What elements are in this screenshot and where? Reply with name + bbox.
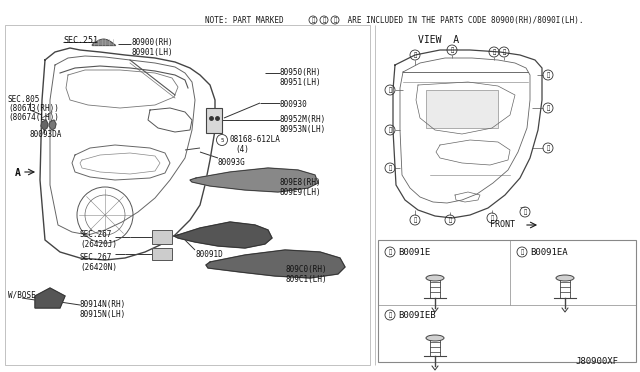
Polygon shape	[174, 222, 272, 248]
Ellipse shape	[426, 335, 444, 341]
Text: J80900XF: J80900XF	[575, 357, 618, 366]
Text: 80093DA: 80093DA	[30, 130, 62, 139]
Text: 80950(RH): 80950(RH)	[280, 68, 322, 77]
Polygon shape	[41, 120, 48, 130]
Polygon shape	[190, 168, 318, 192]
Bar	[152, 230, 172, 244]
Text: VIEW  A: VIEW A	[418, 35, 459, 45]
Ellipse shape	[426, 275, 444, 281]
Text: ⓐ: ⓐ	[449, 217, 452, 223]
Text: ⓐ: ⓐ	[312, 17, 315, 23]
Text: ⓐ: ⓐ	[388, 87, 392, 93]
Text: ARE INCLUDED IN THE PARTS CODE 80900(RH)/8090I(LH).: ARE INCLUDED IN THE PARTS CODE 80900(RH)…	[343, 16, 584, 25]
Text: 80093G: 80093G	[218, 158, 246, 167]
Text: ⓐ: ⓐ	[502, 49, 506, 55]
Text: 809E8(RH): 809E8(RH)	[280, 178, 322, 187]
Text: SEC.267: SEC.267	[80, 253, 113, 262]
Text: 80915N(LH): 80915N(LH)	[80, 310, 126, 319]
Text: (80674(LH)): (80674(LH))	[8, 113, 59, 122]
Text: 5: 5	[220, 138, 224, 142]
Text: 80900(RH): 80900(RH)	[131, 38, 173, 47]
Text: ⓐ: ⓐ	[388, 165, 392, 171]
Text: 800930: 800930	[280, 100, 308, 109]
Text: 80091D: 80091D	[195, 250, 223, 259]
Bar	[152, 248, 172, 260]
Text: SEC.267: SEC.267	[80, 230, 113, 239]
Text: ⓑ: ⓑ	[323, 17, 326, 23]
Text: ⓐ: ⓐ	[388, 249, 392, 255]
Text: ⓐ: ⓐ	[490, 215, 493, 221]
Text: FRONT: FRONT	[490, 220, 515, 229]
Text: (4): (4)	[235, 145, 249, 154]
Text: 80953N(LH): 80953N(LH)	[280, 125, 326, 134]
Text: (26420N): (26420N)	[80, 263, 117, 272]
Text: 80951(LH): 80951(LH)	[280, 78, 322, 87]
Polygon shape	[49, 120, 56, 130]
Text: 80952M(RH): 80952M(RH)	[280, 115, 326, 124]
Text: ⓒ: ⓒ	[388, 312, 392, 318]
Text: ⓑ: ⓑ	[520, 249, 524, 255]
Text: ⓐ: ⓐ	[413, 217, 417, 223]
Text: ⓒ: ⓒ	[413, 52, 417, 58]
Text: (80673(RH)): (80673(RH))	[8, 104, 59, 113]
Bar	[426, 90, 498, 128]
Text: NOTE: PART MARKED: NOTE: PART MARKED	[205, 16, 284, 25]
Text: B009IEB: B009IEB	[398, 311, 436, 320]
Text: 809C1(LH): 809C1(LH)	[285, 275, 326, 284]
Text: SEC.251: SEC.251	[63, 36, 98, 45]
Text: SEC.805: SEC.805	[8, 95, 40, 104]
Text: 08168-612LA: 08168-612LA	[230, 135, 281, 144]
Text: B0091E: B0091E	[398, 248, 430, 257]
Text: ⓑ: ⓑ	[492, 49, 495, 55]
Text: ⓐ: ⓐ	[388, 127, 392, 133]
Text: ⓐ: ⓐ	[547, 105, 550, 111]
Bar	[5, 25, 370, 365]
Bar	[130, 35, 360, 220]
Text: ⓐ: ⓐ	[547, 72, 550, 78]
Text: ⓐ: ⓐ	[547, 145, 550, 151]
Text: A: A	[15, 168, 21, 178]
Text: 80914N(RH): 80914N(RH)	[80, 300, 126, 309]
Polygon shape	[35, 288, 65, 308]
Text: ⓐ: ⓐ	[451, 47, 454, 53]
Polygon shape	[206, 250, 345, 278]
Text: ⓒ: ⓒ	[333, 17, 337, 23]
Bar	[378, 240, 636, 362]
Text: 809E9(LH): 809E9(LH)	[280, 188, 322, 197]
Text: (26420J): (26420J)	[80, 240, 117, 249]
Text: W/BOSE: W/BOSE	[8, 290, 36, 299]
Text: 80901(LH): 80901(LH)	[131, 48, 173, 57]
Text: B0091EA: B0091EA	[530, 248, 568, 257]
Text: ⓐ: ⓐ	[524, 209, 527, 215]
Ellipse shape	[556, 275, 574, 281]
Bar	[206, 108, 222, 133]
Text: 809C0(RH): 809C0(RH)	[285, 265, 326, 274]
